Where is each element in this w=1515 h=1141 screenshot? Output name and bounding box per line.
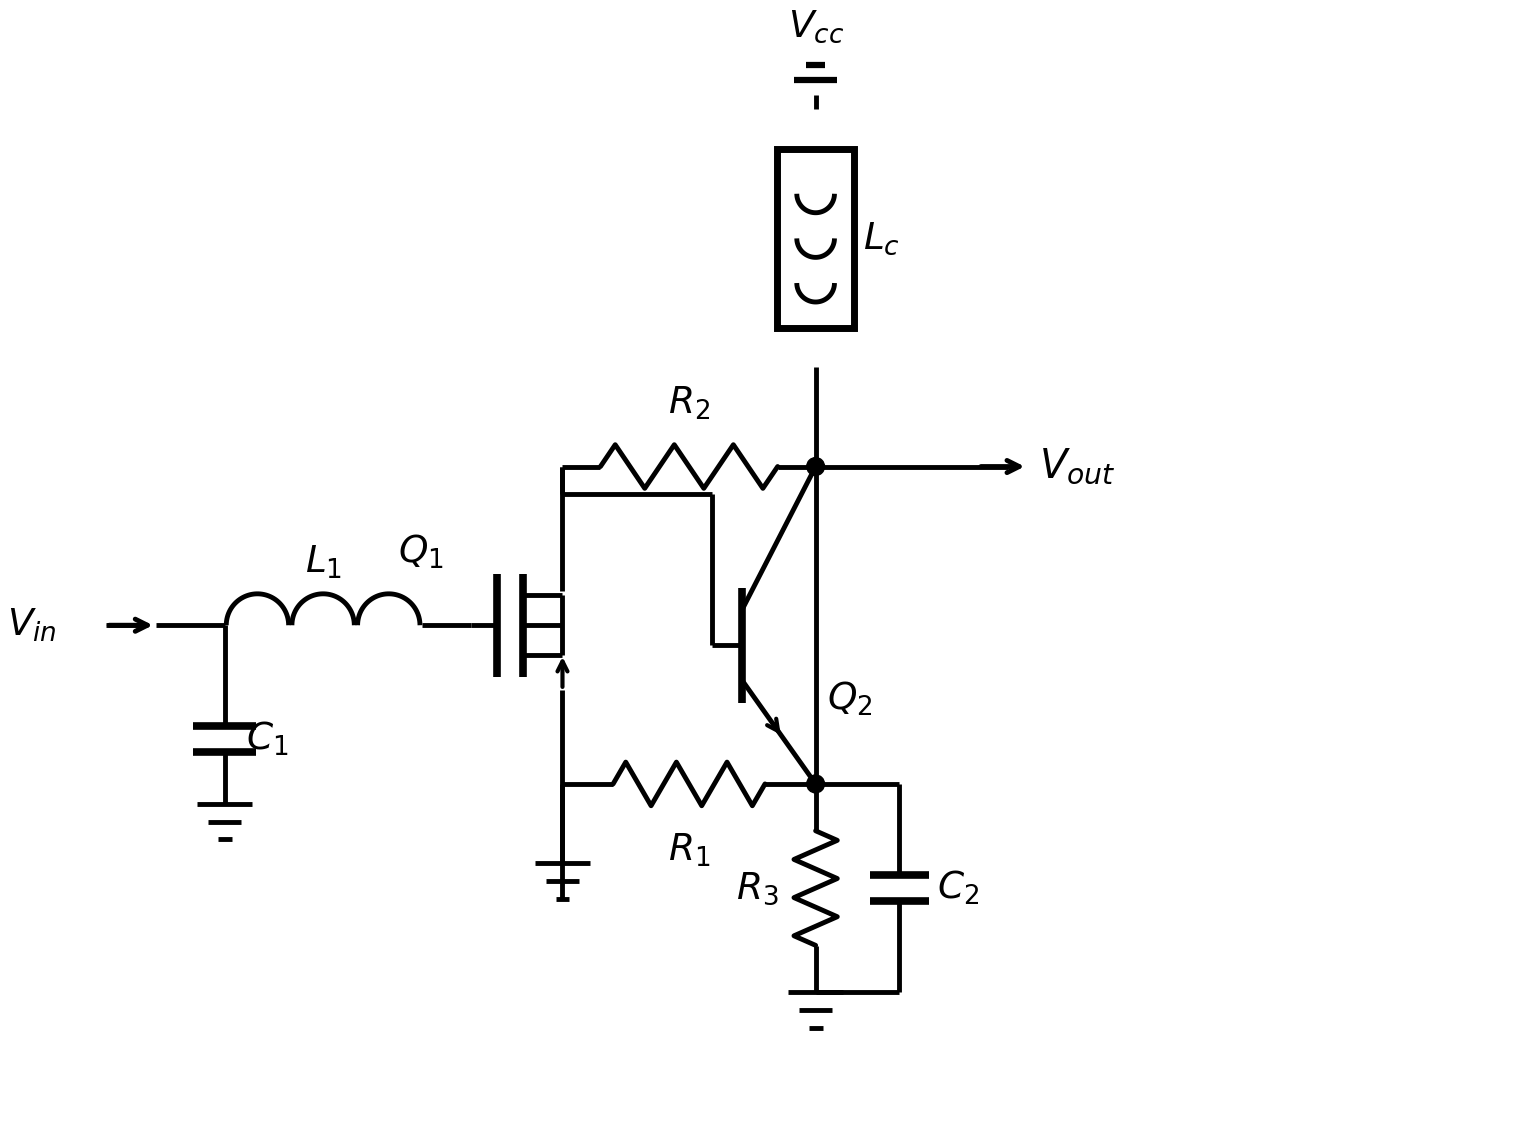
Text: $Q_1$: $Q_1$ xyxy=(397,533,444,570)
Text: $V_{in}$: $V_{in}$ xyxy=(8,607,58,644)
Bar xyxy=(777,149,854,327)
Text: $R_1$: $R_1$ xyxy=(668,832,711,868)
Text: $L_c$: $L_c$ xyxy=(864,220,900,257)
Text: $Q_2$: $Q_2$ xyxy=(827,680,873,718)
Text: $C_2$: $C_2$ xyxy=(936,869,979,907)
Text: $V_{out}$: $V_{out}$ xyxy=(1039,446,1117,486)
Circle shape xyxy=(807,458,824,476)
Text: $R_3$: $R_3$ xyxy=(736,869,779,907)
Text: $L_1$: $L_1$ xyxy=(305,543,342,581)
Text: $C_1$: $C_1$ xyxy=(247,720,289,759)
Circle shape xyxy=(807,775,824,793)
Text: $R_2$: $R_2$ xyxy=(668,385,711,422)
Text: $V_{cc}$: $V_{cc}$ xyxy=(788,8,844,44)
